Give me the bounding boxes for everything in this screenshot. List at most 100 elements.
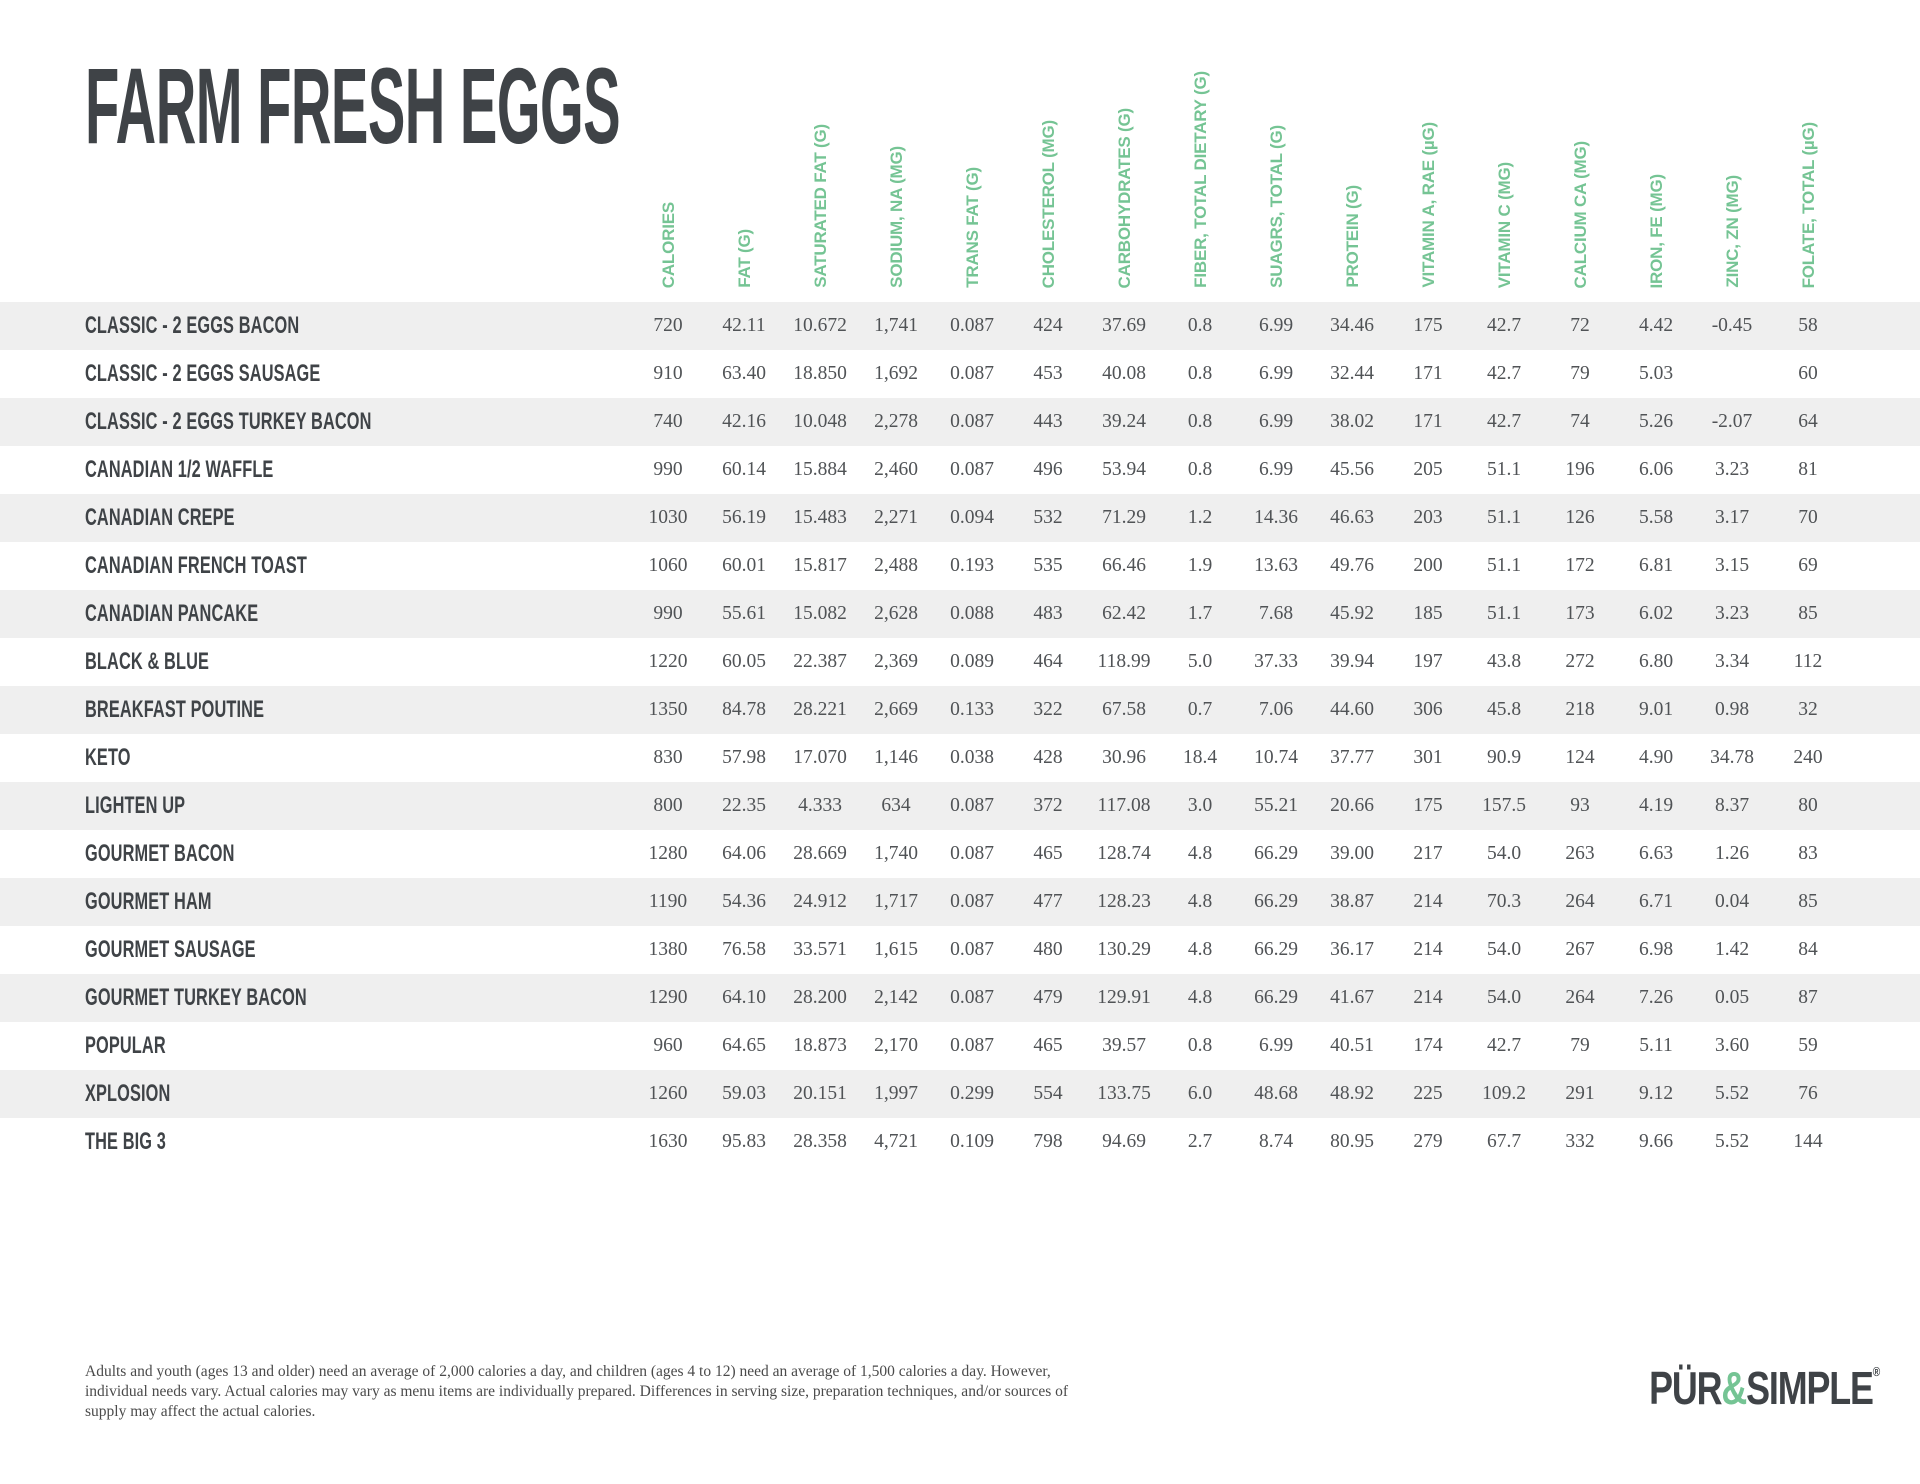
- value-cell: 0.8: [1187, 459, 1213, 480]
- value-cell: 64.10: [722, 987, 766, 1008]
- value-cell: 118.99: [1097, 651, 1151, 672]
- value-cell: 5.26: [1638, 411, 1674, 432]
- row-name-cell: CANADIAN PANCAKE: [0, 600, 630, 628]
- column-header: CALORIES: [630, 0, 706, 302]
- row-name-cell: XPLOSION: [0, 1080, 630, 1108]
- value-cell: 83: [1798, 843, 1818, 864]
- value-cell: 90.9: [1486, 747, 1522, 768]
- value-cell: 175: [1413, 315, 1443, 336]
- value-cell: 0.299: [950, 1083, 994, 1104]
- value-cell: 0.087: [950, 363, 994, 384]
- row-name: POPULAR: [85, 1032, 166, 1059]
- value-cell: 14.36: [1254, 507, 1298, 528]
- value-cell: 1,740: [874, 843, 918, 864]
- table-row: CLASSIC - 2 EGGS TURKEY BACON 740 42.16 10.…: [0, 398, 1920, 446]
- value-cell: 74: [1570, 411, 1590, 432]
- value-cell: 44.60: [1330, 699, 1374, 720]
- value-cell: 43.8: [1486, 651, 1522, 672]
- value-cell: 124: [1565, 747, 1595, 768]
- value-cell: 2,271: [874, 507, 918, 528]
- column-header-label: CALCIUM CA (MG): [1570, 140, 1590, 288]
- value-cell: 1030: [648, 507, 688, 528]
- value-cell: 3.0: [1187, 795, 1213, 816]
- value-cell: 830: [653, 747, 683, 768]
- row-name: BLACK & BLUE: [85, 648, 210, 675]
- column-header-label: ZINC, ZN (MG): [1722, 175, 1742, 288]
- value-cell: 28.669: [793, 843, 847, 864]
- table-row: KETO 830 57.98 17.070 1,146 0.038 428 30.96 18.4…: [0, 734, 1920, 782]
- column-header-label: CALORIES: [658, 201, 678, 288]
- value-cell: 5.52: [1714, 1083, 1750, 1104]
- value-cell: 79: [1570, 363, 1590, 384]
- value-cell: 67.58: [1102, 699, 1146, 720]
- value-cell: 60.05: [722, 651, 766, 672]
- value-cell: 532: [1033, 507, 1063, 528]
- table-row: GOURMET TURKEY BACON 1290 64.10 28.200 2,142…: [0, 974, 1920, 1022]
- value-cell: 1,692: [874, 363, 918, 384]
- value-cell: 424: [1033, 315, 1063, 336]
- value-cell: 1,615: [874, 939, 918, 960]
- value-cell: 1280: [648, 843, 688, 864]
- value-cell: 5.11: [1639, 1035, 1673, 1056]
- value-cell: 28.221: [793, 699, 847, 720]
- value-cell: 40.51: [1330, 1035, 1374, 1056]
- value-cell: 20.66: [1330, 795, 1374, 816]
- value-cell: 117.08: [1097, 795, 1151, 816]
- column-header-label: FOLATE, TOTAL (µG): [1798, 121, 1818, 288]
- value-cell: 85: [1798, 891, 1818, 912]
- value-cell: -0.45: [1711, 315, 1753, 336]
- value-cell: 94.69: [1102, 1131, 1146, 1152]
- value-cell: 1,997: [874, 1083, 918, 1104]
- value-cell: 7.68: [1258, 603, 1294, 624]
- value-cell: 128.23: [1097, 891, 1151, 912]
- row-name-cell: GOURMET TURKEY BACON: [0, 984, 630, 1012]
- row-name-cell: CLASSIC - 2 EGGS SAUSAGE: [0, 360, 630, 388]
- value-cell: 1,741: [874, 315, 918, 336]
- value-cell: 45.56: [1330, 459, 1374, 480]
- value-cell: 1260: [648, 1083, 688, 1104]
- value-cell: 38.87: [1330, 891, 1374, 912]
- value-cell: 465: [1033, 1035, 1063, 1056]
- row-name: THE BIG 3: [85, 1128, 167, 1155]
- table-row: LIGHTEN UP 800 22.35 4.333 634 0.087 372 117.08…: [0, 782, 1920, 830]
- value-cell: 2,488: [874, 555, 918, 576]
- value-cell: 58: [1798, 315, 1818, 336]
- value-cell: 72: [1570, 315, 1590, 336]
- value-cell: 1.2: [1187, 507, 1213, 528]
- value-cell: 60.01: [722, 555, 766, 576]
- value-cell: 535: [1033, 555, 1063, 576]
- column-header: TRANS FAT (G): [934, 0, 1010, 302]
- value-cell: 1290: [648, 987, 688, 1008]
- value-cell: 453: [1033, 363, 1063, 384]
- column-header: FOLATE, TOTAL (µG): [1770, 0, 1846, 302]
- column-header: IRON, FE (MG): [1618, 0, 1694, 302]
- value-cell: 66.29: [1254, 987, 1298, 1008]
- value-cell: 171: [1413, 411, 1443, 432]
- value-cell: 9.12: [1638, 1083, 1674, 1104]
- value-cell: 66.29: [1254, 891, 1298, 912]
- value-cell: 196: [1565, 459, 1595, 480]
- table-row: GOURMET BACON 1280 64.06 28.669 1,740 0.087 46…: [0, 830, 1920, 878]
- row-name-cell: THE BIG 3: [0, 1128, 630, 1156]
- row-name: CLASSIC - 2 EGGS TURKEY BACON: [85, 408, 372, 435]
- value-cell: 8.74: [1258, 1131, 1294, 1152]
- row-name-cell: POPULAR: [0, 1032, 630, 1060]
- value-cell: 214: [1413, 939, 1443, 960]
- value-cell: 2,170: [874, 1035, 918, 1056]
- value-cell: 45.8: [1486, 699, 1522, 720]
- value-cell: 6.71: [1638, 891, 1674, 912]
- value-cell: 66.29: [1254, 939, 1298, 960]
- value-cell: 32.44: [1330, 363, 1374, 384]
- value-cell: 41.67: [1330, 987, 1374, 1008]
- column-header-label: FAT (G): [734, 229, 754, 288]
- value-cell: 214: [1413, 891, 1443, 912]
- table-row: XPLOSION 1260 59.03 20.151 1,997 0.299 554 133.…: [0, 1070, 1920, 1118]
- value-cell: 129.91: [1097, 987, 1151, 1008]
- value-cell: 3.17: [1714, 507, 1750, 528]
- value-cell: 15.483: [793, 507, 847, 528]
- value-cell: 2,460: [874, 459, 918, 480]
- value-cell: 185: [1413, 603, 1443, 624]
- value-cell: 634: [881, 795, 911, 816]
- value-cell: 203: [1413, 507, 1443, 528]
- value-cell: 13.63: [1254, 555, 1298, 576]
